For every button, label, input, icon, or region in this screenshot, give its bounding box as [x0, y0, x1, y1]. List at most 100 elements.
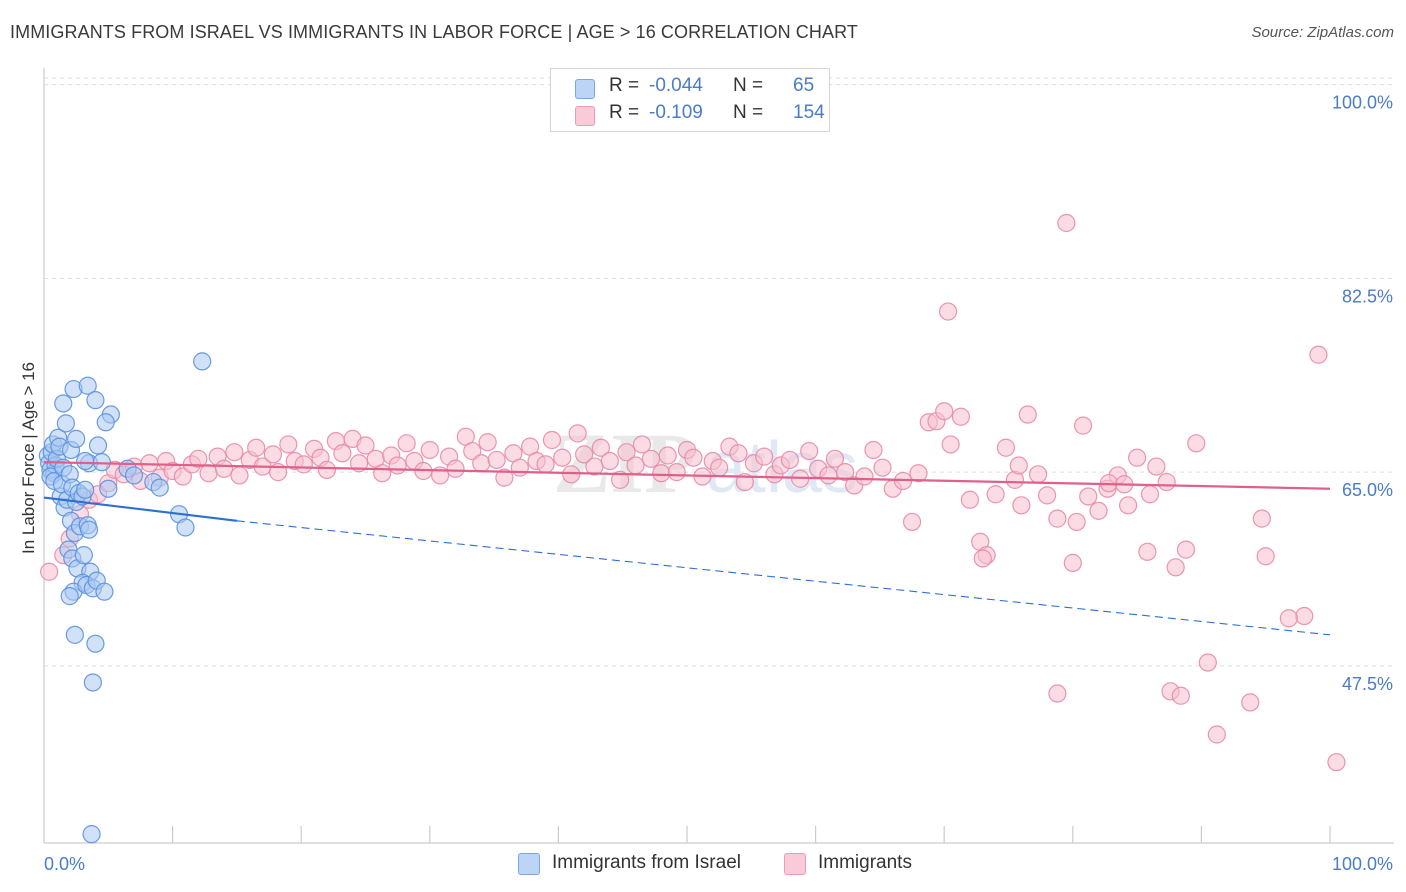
- data-point-immigrants: [1295, 606, 1314, 626]
- data-point-immigrants: [510, 458, 529, 477]
- legend-n-label: N =: [733, 102, 764, 123]
- data-point-immigrants: [735, 472, 754, 492]
- data-point-immigrants: [960, 490, 980, 509]
- data-point-immigrants: [562, 465, 581, 484]
- data-point-immigrants: [294, 455, 313, 474]
- data-point-israel: [54, 394, 73, 413]
- legend-swatch-blue: [575, 79, 595, 99]
- data-point-immigrants: [463, 441, 482, 461]
- data-point-immigrants: [658, 446, 677, 465]
- data-point-israel: [95, 582, 114, 601]
- data-point-immigrants: [938, 302, 958, 321]
- data-point-immigrants: [1073, 416, 1093, 435]
- data-point-immigrants: [173, 467, 192, 486]
- data-point-israel: [86, 391, 105, 410]
- data-point-immigrants: [652, 464, 671, 483]
- data-point-immigrants: [855, 467, 874, 486]
- data-point-immigrants: [1063, 553, 1082, 572]
- x-tick-label: 100.0%: [1332, 854, 1393, 874]
- series-immigrants: [40, 213, 1346, 772]
- data-point-immigrants: [1327, 753, 1346, 772]
- data-point-immigrants: [1057, 213, 1076, 233]
- data-point-immigrants: [1241, 693, 1260, 712]
- data-point-immigrants: [1028, 465, 1048, 484]
- data-point-israel: [96, 413, 115, 432]
- data-point-immigrants: [825, 449, 844, 468]
- y-tick-label: 65.0%: [1342, 480, 1393, 500]
- data-point-immigrants: [478, 433, 497, 452]
- data-point-immigrants: [819, 466, 838, 485]
- data-point-immigrants: [542, 430, 562, 450]
- legend-swatch-pink: [575, 106, 595, 126]
- data-point-immigrants: [729, 444, 748, 463]
- data-point-immigrants: [568, 424, 587, 443]
- legend-label-israel: Immigrants from Israel: [552, 852, 741, 873]
- data-point-israel: [65, 625, 84, 644]
- data-point-immigrants: [1048, 509, 1067, 528]
- data-point-immigrants: [836, 463, 855, 482]
- legend-r-value: -0.044: [649, 75, 703, 96]
- data-point-israel: [86, 634, 105, 653]
- data-point-immigrants: [575, 445, 594, 464]
- data-point-immigrants: [1252, 509, 1271, 528]
- data-point-immigrants: [941, 435, 960, 454]
- data-point-immigrants: [199, 464, 218, 483]
- data-point-israel: [176, 518, 195, 537]
- data-point-israel: [124, 466, 144, 485]
- data-point-immigrants: [1171, 686, 1190, 705]
- data-point-israel: [76, 451, 95, 471]
- data-point-immigrants: [1138, 542, 1157, 561]
- data-point-israel: [74, 546, 93, 565]
- data-point-immigrants: [1018, 405, 1037, 424]
- data-point-israel: [78, 376, 97, 395]
- y-tick-label: 100.0%: [1332, 93, 1393, 113]
- data-point-immigrants: [247, 438, 266, 457]
- legend-r-value: -0.109: [649, 102, 703, 123]
- data-point-immigrants: [591, 438, 610, 457]
- data-point-immigrants: [1207, 725, 1226, 744]
- data-point-immigrants: [1279, 609, 1298, 628]
- data-point-immigrants: [373, 464, 392, 483]
- data-point-immigrants: [263, 445, 283, 464]
- trend-lines: [43, 461, 1331, 636]
- legend-swatch-pink: [784, 853, 806, 875]
- data-point-immigrants: [1187, 434, 1206, 453]
- data-point-immigrants: [279, 435, 298, 454]
- data-point-immigrants: [495, 468, 514, 487]
- data-point-immigrants: [755, 447, 774, 466]
- data-point-immigrants: [909, 464, 928, 483]
- data-point-israel: [56, 414, 75, 433]
- data-point-immigrants: [1079, 487, 1098, 506]
- data-point-immigrants: [553, 448, 572, 467]
- data-point-immigrants: [873, 458, 892, 477]
- data-point-israel: [79, 520, 99, 539]
- data-point-immigrants: [1118, 496, 1138, 515]
- data-point-immigrants: [617, 443, 636, 462]
- data-point-israel: [88, 436, 108, 455]
- data-point-israel: [82, 825, 101, 844]
- data-point-immigrants: [1309, 345, 1328, 364]
- data-point-immigrants: [225, 443, 244, 462]
- data-point-israel: [99, 479, 118, 498]
- legend-r-label: R =: [609, 102, 640, 123]
- chart-title: IMMIGRANTS FROM ISRAEL VS IMMIGRANTS IN …: [10, 22, 858, 42]
- data-point-immigrants: [973, 549, 992, 568]
- data-point-immigrants: [1009, 456, 1028, 475]
- data-point-immigrants: [632, 435, 652, 454]
- data-point-israel: [83, 673, 102, 692]
- trend-line-israel: [43, 496, 238, 522]
- data-point-immigrants: [487, 450, 506, 470]
- data-point-immigrants: [397, 434, 416, 453]
- data-point-israel: [60, 587, 79, 606]
- data-point-immigrants: [1127, 448, 1147, 467]
- legend-label-immigrants: Immigrants: [818, 852, 912, 873]
- legend-n-value: 154: [793, 102, 825, 123]
- data-point-immigrants: [667, 463, 686, 482]
- data-point-israel: [193, 352, 212, 371]
- data-point-immigrants: [230, 466, 249, 485]
- data-point-immigrants: [446, 459, 465, 478]
- data-point-immigrants: [1012, 496, 1031, 515]
- data-point-immigrants: [1089, 501, 1108, 520]
- data-point-immigrants: [214, 459, 234, 478]
